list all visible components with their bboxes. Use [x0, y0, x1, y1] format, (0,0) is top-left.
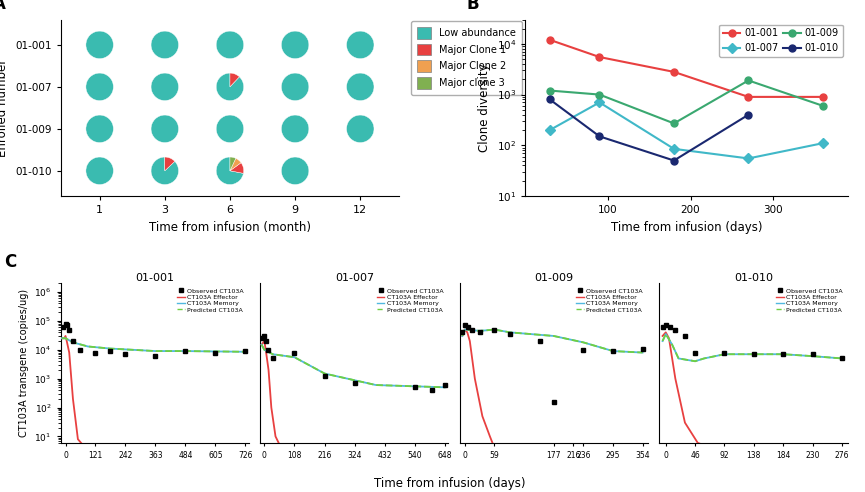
01-010	[594, 133, 605, 139]
01-010	[545, 96, 555, 102]
Text: A: A	[0, 0, 6, 13]
01-001	[743, 94, 753, 100]
Line: 01-007: 01-007	[547, 99, 826, 162]
Text: B: B	[467, 0, 479, 13]
01-001	[594, 54, 605, 60]
01-007	[817, 140, 828, 146]
Legend: Observed CT103A, CT103A Effector, CT103A Memory, Predicted CT103A: Observed CT103A, CT103A Effector, CT103A…	[574, 286, 645, 314]
Legend: Observed CT103A, CT103A Effector, CT103A Memory, Predicted CT103A: Observed CT103A, CT103A Effector, CT103A…	[774, 286, 844, 314]
Title: 01-007: 01-007	[335, 273, 374, 282]
Y-axis label: CT103A transgene (copies/ug): CT103A transgene (copies/ug)	[19, 289, 29, 437]
Legend: 01-001, 01-007, 01-009, 01-010: 01-001, 01-007, 01-009, 01-010	[719, 25, 843, 57]
Legend: Observed CT103A, CT103A Effector, CT103A Memory, Predicted CT103A: Observed CT103A, CT103A Effector, CT103A…	[176, 286, 246, 314]
X-axis label: Time from infusion (month): Time from infusion (month)	[149, 220, 311, 234]
Title: 01-001: 01-001	[135, 273, 174, 282]
Title: 01-009: 01-009	[535, 273, 573, 282]
Text: C: C	[4, 253, 16, 272]
Y-axis label: Enrolled number: Enrolled number	[0, 59, 10, 157]
01-009	[594, 92, 605, 97]
01-007	[545, 127, 555, 133]
01-009	[743, 77, 753, 83]
X-axis label: Time from infusion (days): Time from infusion (days)	[611, 220, 762, 234]
01-010	[669, 157, 679, 163]
Title: 01-010: 01-010	[734, 273, 773, 282]
Y-axis label: Clone diversity: Clone diversity	[478, 63, 491, 152]
01-009	[817, 103, 828, 109]
01-001	[669, 69, 679, 75]
Legend: Observed CT103A, CT103A Effector, CT103A Memory, Predicted CT103A: Observed CT103A, CT103A Effector, CT103A…	[375, 286, 445, 314]
01-007	[669, 146, 679, 152]
01-010	[743, 112, 753, 118]
01-007	[594, 99, 605, 105]
01-001	[817, 94, 828, 100]
Text: Time from infusion (days): Time from infusion (days)	[374, 477, 526, 490]
01-009	[545, 88, 555, 93]
Line: 01-010: 01-010	[547, 96, 752, 164]
01-009	[669, 121, 679, 126]
Line: 01-001: 01-001	[547, 36, 826, 100]
Legend: Low abundance, Major Clone 1, Major Clone 2, Major clone 3: Low abundance, Major Clone 1, Major Clon…	[411, 21, 522, 94]
Line: 01-009: 01-009	[547, 77, 826, 127]
01-007	[743, 155, 753, 161]
01-001	[545, 37, 555, 43]
